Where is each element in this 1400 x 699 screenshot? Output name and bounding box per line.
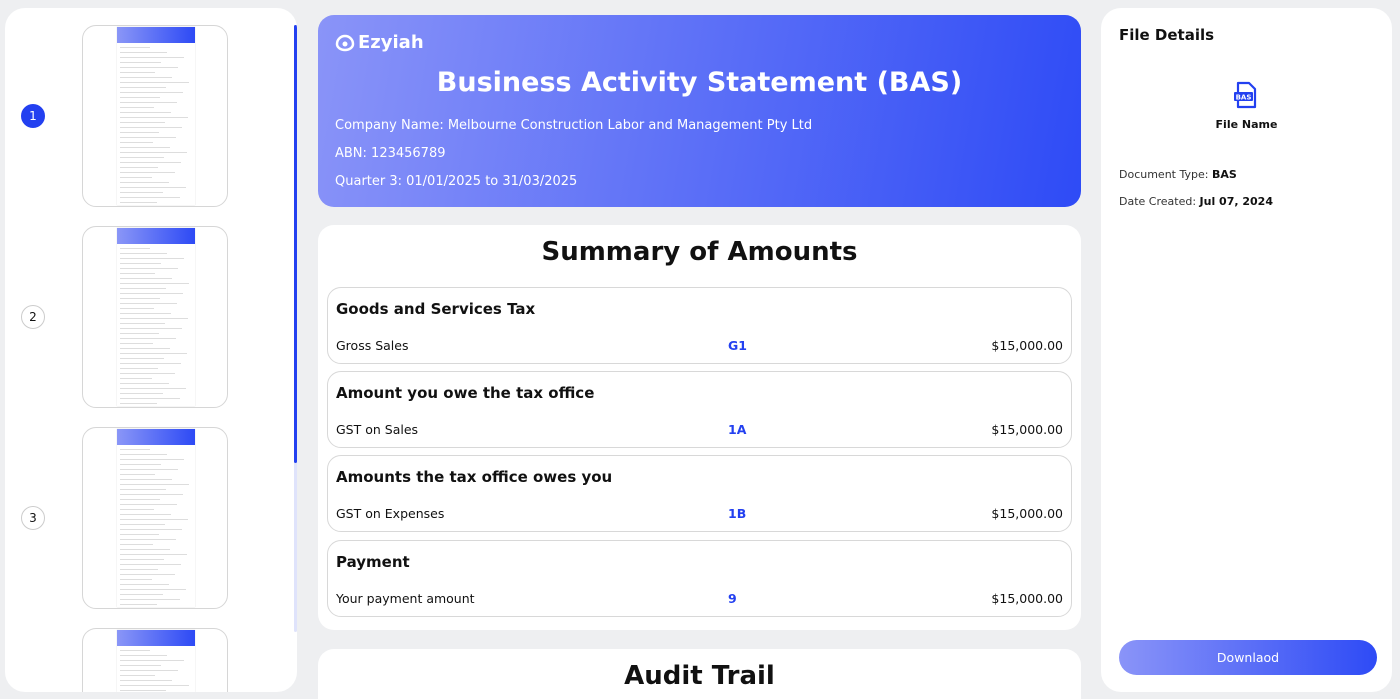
bas-file-icon: BAS <box>1234 81 1257 109</box>
summary-section: Amounts the tax office owes you GST on E… <box>327 455 1072 532</box>
brand-name: Ezyiah <box>358 32 424 53</box>
row-amount: $15,000.00 <box>991 422 1063 437</box>
scrollbar-thumb[interactable] <box>294 25 297 463</box>
page-number-badge[interactable]: 3 <box>21 506 45 530</box>
page-thumbnails-panel: 1 2 3 <box>5 8 297 692</box>
document-title: Business Activity Statement (BAS) <box>436 67 963 98</box>
row-amount: $15,000.00 <box>991 338 1063 353</box>
page-number-badge[interactable]: 1 <box>21 104 45 128</box>
eye-logo-icon <box>335 34 355 51</box>
row-amount: $15,000.00 <box>991 506 1063 521</box>
download-button[interactable]: Downlaod <box>1119 640 1377 675</box>
row-label: GST on Expenses <box>336 506 445 521</box>
page-thumbnail[interactable] <box>82 226 228 408</box>
file-details-title: File Details <box>1119 26 1215 44</box>
svg-text:BAS: BAS <box>1236 93 1252 101</box>
summary-section: Goods and Services Tax Gross Sales G1 $1… <box>327 287 1072 364</box>
section-title: Payment <box>336 553 410 571</box>
row-label: GST on Sales <box>336 422 419 437</box>
page-thumbnail[interactable] <box>82 25 228 207</box>
period: Quarter 3: 01/01/2025 to 31/03/2025 <box>335 174 578 189</box>
row-code: 9 <box>728 591 737 606</box>
summary-section: Payment Your payment amount 9 $15,000.00 <box>327 540 1072 617</box>
row-label: Gross Sales <box>336 338 409 353</box>
row-label: Your payment amount <box>336 591 475 606</box>
summary-section: Amount you owe the tax office GST on Sal… <box>327 371 1072 448</box>
date-created: Date Created: Jul 07, 2024 <box>1119 195 1273 208</box>
audit-trail-title: Audit Trail <box>624 661 775 691</box>
audit-trail-card: Audit Trail <box>318 649 1081 699</box>
page-thumbnail[interactable] <box>82 427 228 609</box>
page-thumbnail[interactable] <box>82 628 228 692</box>
section-title: Goods and Services Tax <box>336 300 536 318</box>
section-title: Amount you owe the tax office <box>336 384 595 402</box>
company-name: Company Name: Melbourne Construction Lab… <box>335 118 813 133</box>
page-number-badge[interactable]: 2 <box>21 305 45 329</box>
section-title: Amounts the tax office owes you <box>336 468 613 486</box>
summary-title: Summary of Amounts <box>541 237 858 267</box>
row-amount: $15,000.00 <box>991 591 1063 606</box>
summary-card: Summary of Amounts Goods and Services Ta… <box>318 225 1081 630</box>
row-code: 1A <box>728 422 747 437</box>
brand-logo: Ezyiah <box>335 32 424 53</box>
row-code: 1B <box>728 506 747 521</box>
file-name: File Name <box>1215 118 1278 131</box>
row-code: G1 <box>728 338 747 353</box>
document-header: Ezyiah Business Activity Statement (BAS)… <box>318 15 1081 207</box>
abn: ABN: 123456789 <box>335 146 446 161</box>
document-type: Document Type: BAS <box>1119 168 1237 181</box>
file-details-panel: File Details BAS File Name Document Type… <box>1101 8 1392 692</box>
